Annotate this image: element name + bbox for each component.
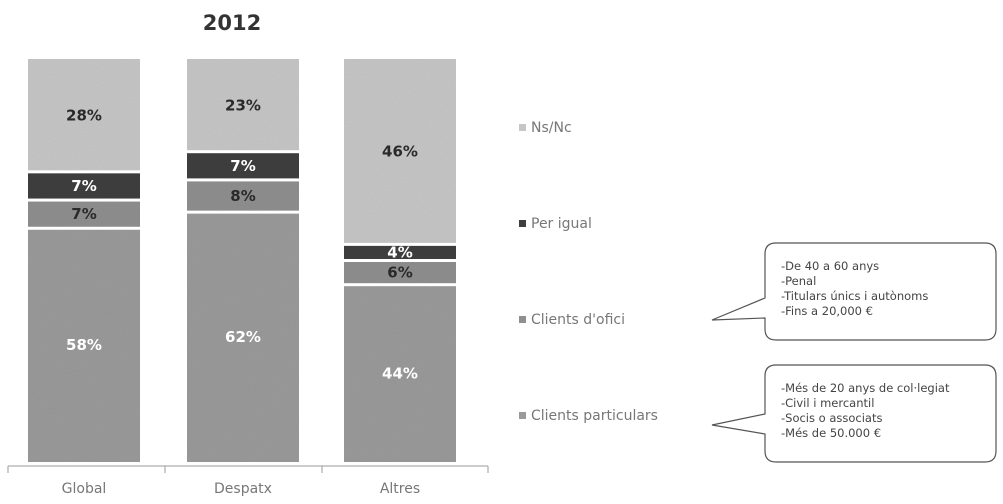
data-label-despatx-clients-d-ofici: 8% <box>230 187 255 205</box>
data-label-despatx-ns-nc: 23% <box>225 96 261 114</box>
bar-altres-clients-d-ofici <box>344 262 456 284</box>
bar-altres-clients-particulars <box>344 286 456 462</box>
legend: Ns/Nc Per igual Clients d'ofici Clients par… <box>519 120 658 424</box>
x-axis: Global Despatx Altres <box>7 465 489 497</box>
data-label-despatx-clients-particulars: 62% <box>225 328 261 346</box>
callout-line: -Fins a 20,000 € <box>781 304 873 318</box>
bar-despatx-per-igual <box>187 153 299 179</box>
bar-global-ns-nc <box>28 59 140 171</box>
callout-bubble-clients-particulars <box>711 364 997 463</box>
callout-line: -Penal <box>781 274 816 288</box>
legend-swatch-clients-d-ofici <box>519 316 526 323</box>
legend-swatch-ns-nc <box>519 124 526 131</box>
callout-line: -Més de 20 anys de col·legiat <box>781 381 950 395</box>
data-label-altres-clients-particulars: 44% <box>382 364 418 382</box>
data-label-altres-ns-nc: 46% <box>382 143 418 161</box>
data-label-global-clients-d-ofici: 7% <box>71 205 96 223</box>
data-label-altres-clients-d-ofici: 6% <box>387 264 412 282</box>
annotations: -De 40 a 60 anys-Penal-Titulars únics i … <box>711 242 997 463</box>
callout-line: -Més de 50.000 € <box>781 426 881 440</box>
callout-bubble-clients-d-ofici <box>711 242 997 341</box>
bar-despatx-clients-d-ofici <box>187 181 299 211</box>
bar-global-per-igual <box>28 173 140 199</box>
callout-line: -Titulars únics i autònoms <box>781 289 928 303</box>
data-label-despatx-per-igual: 7% <box>230 157 255 175</box>
legend-label-clients-particulars: Clients particulars <box>531 408 658 424</box>
legend-label-per-igual: Per igual <box>531 216 592 232</box>
bars-group: 58% 7% 7% 28% 62% 8% 7% 23% 44% 6% 4% 46% <box>28 59 456 462</box>
legend-swatch-per-igual <box>519 220 526 227</box>
callout-line: -De 40 a 60 anys <box>781 259 879 273</box>
legend-label-ns-nc: Ns/Nc <box>531 120 572 136</box>
legend-swatch-clients-particulars <box>519 412 526 419</box>
x-tick-label-altres: Altres <box>380 481 420 497</box>
data-label-global-ns-nc: 28% <box>66 106 102 124</box>
bar-despatx-ns-nc <box>187 59 299 151</box>
data-label-global-clients-particulars: 58% <box>66 336 102 354</box>
bar-global-clients-particulars <box>28 229 140 462</box>
bar-altres-per-igual <box>344 245 456 259</box>
bar-despatx-clients-particulars <box>187 213 299 462</box>
x-tick-label-global: Global <box>62 481 107 497</box>
legend-label-clients-d-ofici: Clients d'ofici <box>531 312 625 328</box>
bar-altres-ns-nc <box>344 59 456 243</box>
callout-line: -Civil i mercantil <box>781 396 874 410</box>
callout-line: -Socis o associats <box>781 411 882 425</box>
data-label-altres-per-igual: 4% <box>387 243 412 261</box>
data-label-global-per-igual: 7% <box>71 177 96 195</box>
x-tick-label-despatx: Despatx <box>214 481 272 497</box>
chart-title: 2012 <box>203 11 261 35</box>
bar-global-clients-d-ofici <box>28 201 140 227</box>
